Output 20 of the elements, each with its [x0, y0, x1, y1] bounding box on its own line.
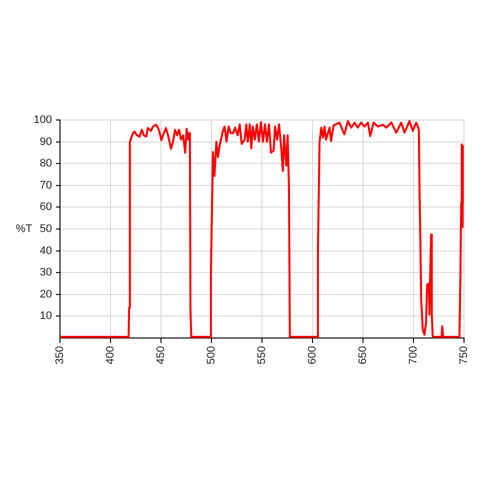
y-tick-label: 10	[40, 310, 52, 322]
x-tick-label: 650	[356, 346, 369, 364]
y-tick-label: 50	[40, 223, 52, 236]
y-tick-label: 30	[40, 266, 52, 279]
x-tick-label: 600	[306, 346, 318, 364]
x-tick-label: 700	[407, 346, 420, 364]
y-tick-label: 100	[34, 114, 52, 126]
y-axis-title: %T	[16, 223, 33, 236]
y-tick-label: 70	[40, 179, 52, 192]
y-tick-label: 80	[40, 158, 52, 170]
x-tick-label: 400	[104, 346, 117, 364]
x-tick-label: 550	[256, 346, 268, 364]
x-tick-label: 350	[54, 346, 66, 364]
y-tick-label: 60	[40, 201, 52, 214]
x-tick-label: 450	[154, 346, 167, 364]
y-tick-label: 40	[40, 244, 52, 257]
y-tick-label: 20	[40, 288, 52, 300]
y-tick-label: 90	[40, 136, 52, 148]
x-tick-label: 750	[458, 346, 470, 364]
x-tick-label: 500	[205, 346, 218, 364]
